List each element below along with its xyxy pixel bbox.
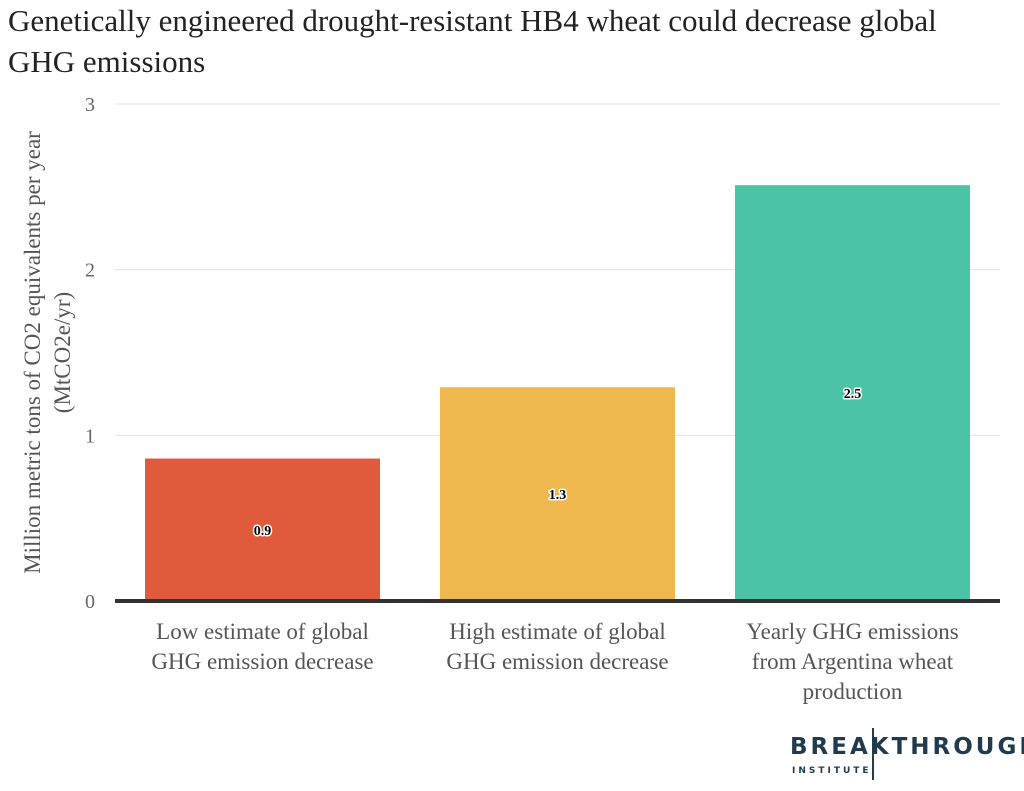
x-category-label: GHG emission decrease	[151, 649, 373, 674]
chart-title: Genetically engineered drought-resistant…	[8, 3, 937, 79]
x-category-label: production	[803, 679, 903, 704]
bar	[735, 185, 970, 601]
y-tick-label: 3	[85, 94, 95, 116]
x-category-label: High estimate of global	[449, 619, 666, 644]
y-axis-label: Million metric tons of CO2 equivalents p…	[20, 131, 45, 574]
x-category-label: Yearly GHG emissions	[746, 619, 958, 644]
x-category-label: Low estimate of global	[156, 619, 369, 644]
x-category-label: from Argentina wheat	[752, 649, 954, 674]
logo-wordmark: BREAKTHROUGH	[790, 734, 1024, 760]
logo-divider	[872, 728, 874, 780]
logo-subtitle: INSTITUTE	[792, 766, 872, 776]
data-label: 2.5	[844, 387, 862, 402]
bar	[440, 387, 675, 601]
y-tick-label: 0	[85, 591, 95, 613]
x-category-label: GHG emission decrease	[446, 649, 668, 674]
y-axis-label: (MtCO2e/yr)	[50, 292, 75, 413]
data-label: 1.3	[549, 488, 567, 503]
breakthrough-logo: BREAKTHROUGH INSTITUTE	[790, 728, 1024, 784]
bar	[145, 458, 380, 601]
y-tick-label: 1	[85, 425, 95, 447]
y-tick-label: 2	[85, 260, 95, 282]
data-label: 0.9	[254, 524, 272, 539]
